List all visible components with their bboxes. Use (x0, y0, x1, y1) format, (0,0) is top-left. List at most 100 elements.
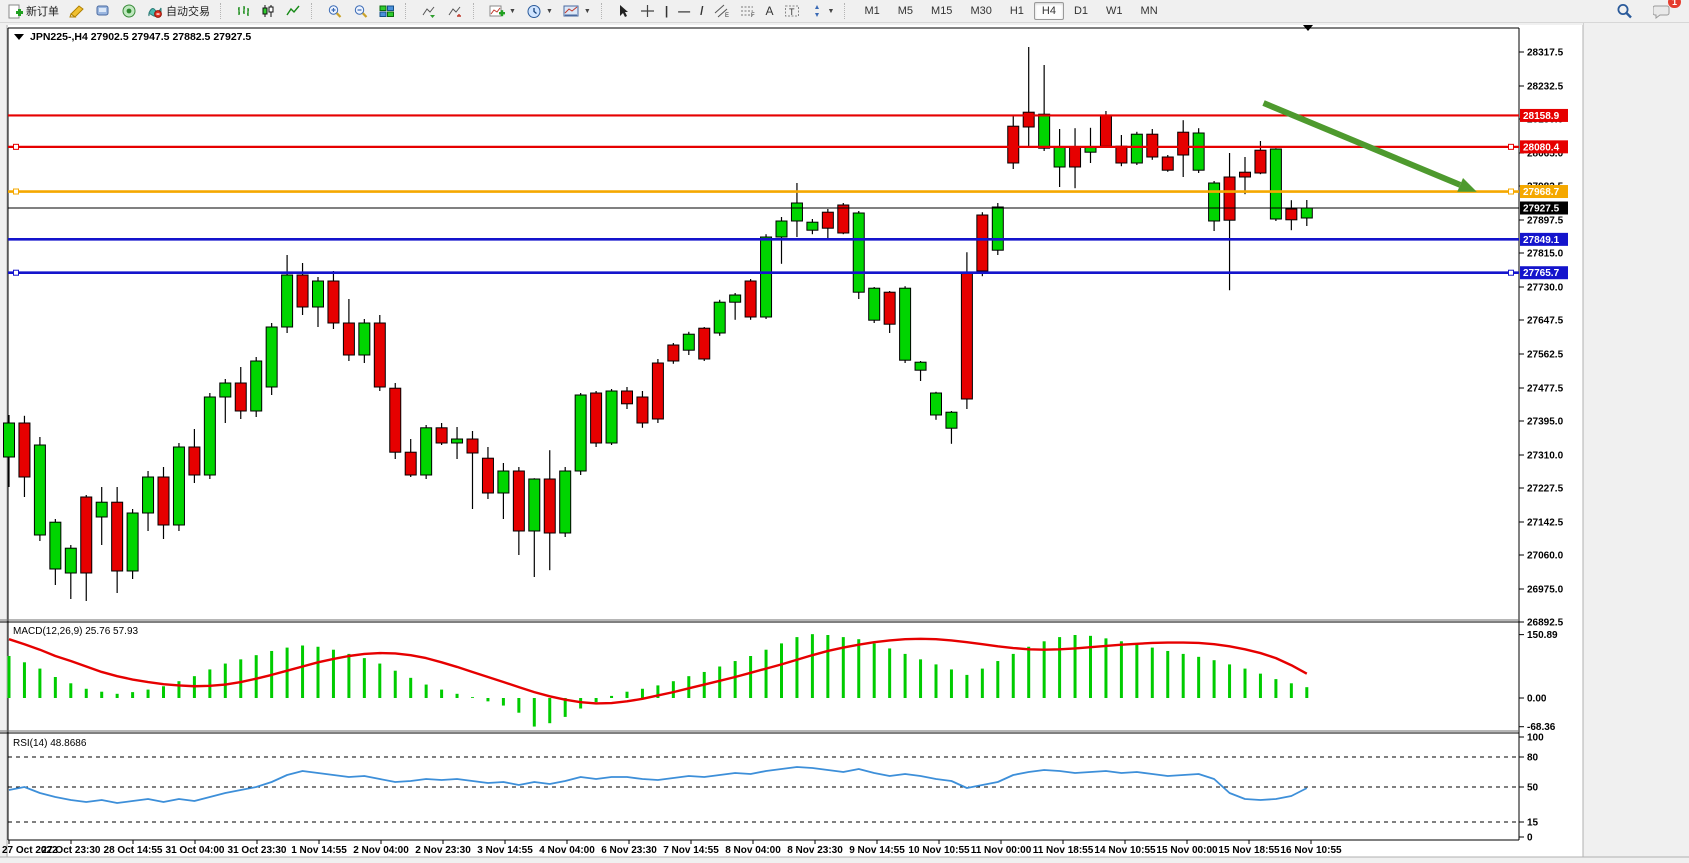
svg-text:50: 50 (1527, 783, 1539, 794)
timeframe-d1[interactable]: D1 (1073, 5, 1089, 17)
svg-text:1 Nov 14:55: 1 Nov 14:55 (291, 845, 347, 856)
svg-text:27142.5: 27142.5 (1527, 518, 1564, 529)
dropdown-arrow-icon: ▼ (545, 7, 553, 15)
line-handle (13, 188, 19, 195)
periods-icon (527, 4, 541, 18)
fibonacci-tool-button[interactable]: F (735, 0, 761, 22)
trendline-tool-button[interactable]: / (695, 0, 708, 22)
svg-text:15 Nov 00:00: 15 Nov 00:00 (1156, 845, 1218, 856)
text-icon: A (765, 4, 774, 18)
candlestick-chart-button[interactable] (256, 0, 281, 22)
data-window-button[interactable] (90, 0, 116, 22)
editor-icon (69, 5, 84, 18)
svg-text:11 Nov 18:55: 11 Nov 18:55 (1033, 845, 1094, 856)
timeframe-h1[interactable]: H1 (1009, 5, 1024, 17)
timeframe-m5[interactable]: M5 (897, 5, 914, 17)
svg-text:31 Oct 23:30: 31 Oct 23:30 (228, 845, 287, 856)
periods-button[interactable]: ▼ (521, 0, 558, 22)
tile-windows-icon (379, 5, 394, 17)
chart-shift-marker-icon (1303, 25, 1313, 31)
dropdown-arrow-icon: ▼ (827, 7, 835, 15)
line-handle (13, 143, 19, 150)
autotrading-button[interactable]: 自动交易 (142, 0, 215, 22)
equidistant-channel-tool-button[interactable]: E (709, 0, 735, 22)
svg-text:28158.9: 28158.9 (1523, 111, 1560, 122)
crosshair-tool-button[interactable] (635, 0, 660, 22)
bar-chart-icon (238, 6, 249, 16)
svg-text:-68.36: -68.36 (1527, 722, 1556, 733)
chart-background (0, 22, 1689, 863)
cursor-tool-button[interactable] (612, 0, 635, 22)
chart-shift-button[interactable] (442, 0, 468, 22)
bar-chart-button[interactable] (231, 0, 256, 22)
equidistant-channel-icon: E (714, 4, 729, 18)
timeframe-m30[interactable]: M30 (970, 5, 992, 17)
svg-text:27730.0: 27730.0 (1527, 283, 1564, 294)
chart-symbol-label: JPN225-,H4 27902.5 27947.5 27882.5 27927… (30, 31, 251, 43)
timeframe-w1[interactable]: W1 (1106, 5, 1123, 17)
horizontal-lines-layer[interactable]: 28158.9 28080.4 27968.7 27849.1 27765.7 27927… (8, 108, 1568, 280)
svg-text:28 Oct 14:55: 28 Oct 14:55 (104, 845, 163, 856)
line-chart-icon (286, 5, 300, 16)
indicator-panes (7, 634, 1519, 823)
text-tool-button[interactable]: A (761, 0, 779, 22)
dropdown-arrow-icon: ▼ (509, 7, 516, 15)
trend-arrow-head (1457, 177, 1477, 192)
svg-text:2 Nov 04:00: 2 Nov 04:00 (353, 845, 409, 856)
search-button[interactable] (1611, 0, 1638, 22)
tile-windows-button[interactable] (374, 0, 400, 22)
editor-button[interactable] (64, 0, 90, 22)
macd-indicator-label: MACD(12,26,9) 25.76 57.93 (13, 626, 139, 637)
svg-text:T: T (789, 7, 795, 17)
auto-scroll-icon (422, 6, 435, 18)
svg-text:27562.5: 27562.5 (1527, 350, 1564, 361)
vertical-line-tool-button[interactable]: | (660, 0, 673, 22)
timeframe-m1[interactable]: M1 (864, 5, 880, 17)
templates-button[interactable]: ▼ (558, 0, 596, 22)
svg-text:0: 0 (1527, 833, 1533, 844)
line-handle (1508, 269, 1514, 276)
templates-icon (563, 5, 579, 17)
horizontal-line-tool-button[interactable]: — (673, 0, 695, 22)
network-button[interactable] (116, 0, 142, 22)
zoom-in-button[interactable] (322, 0, 348, 22)
autotrading-label: 自动交易 (166, 6, 210, 18)
svg-text:27815.0: 27815.0 (1527, 249, 1564, 260)
svg-text:27897.5: 27897.5 (1527, 216, 1564, 227)
svg-text:27849.1: 27849.1 (1523, 235, 1560, 246)
auto-scroll-button[interactable] (416, 0, 442, 22)
line-chart-button[interactable] (281, 0, 306, 22)
search-icon (1617, 4, 1632, 19)
notifications-button[interactable]: 1 (1648, 0, 1681, 22)
svg-text:100: 100 (1527, 733, 1544, 744)
zoom-out-button[interactable] (348, 0, 374, 22)
symbol-dropdown-icon (14, 34, 24, 40)
arrows-tool-button[interactable]: ▼ (805, 0, 840, 22)
svg-text:15 Nov 18:55: 15 Nov 18:55 (1218, 845, 1280, 856)
toolbar-separator (600, 3, 607, 19)
svg-text:14 Nov 10:55: 14 Nov 10:55 (1094, 845, 1156, 856)
svg-text:3 Nov 14:55: 3 Nov 14:55 (477, 845, 533, 856)
toolbar-separator (405, 3, 411, 19)
svg-text:6 Nov 23:30: 6 Nov 23:30 (601, 845, 657, 856)
svg-text:80: 80 (1527, 753, 1539, 764)
svg-text:27647.5: 27647.5 (1527, 316, 1564, 327)
arrows-icon (814, 5, 819, 17)
svg-text:4 Nov 04:00: 4 Nov 04:00 (539, 845, 595, 856)
indicators-button[interactable]: ▼ (484, 0, 521, 22)
zoom-in-icon (328, 4, 342, 18)
dropdown-arrow-icon: ▼ (583, 7, 591, 15)
timeframe-m15[interactable]: M15 (931, 5, 953, 17)
svg-text:27 Oct 2022: 27 Oct 2022 (2, 845, 58, 856)
horizontal-line-icon: — (678, 4, 691, 18)
toolbar-separator (473, 3, 479, 19)
svg-text:9 Nov 14:55: 9 Nov 14:55 (849, 845, 905, 856)
text-label-tool-button[interactable]: T (779, 0, 805, 22)
toolbar-separator (311, 3, 317, 19)
timeframe-h4[interactable]: H4 (1033, 2, 1064, 20)
line-handle (1508, 143, 1514, 150)
new-order-button[interactable]: 新订单 (3, 0, 64, 22)
timeframe-mn[interactable]: MN (1140, 5, 1158, 17)
svg-text:7 Nov 14:55: 7 Nov 14:55 (663, 845, 719, 856)
